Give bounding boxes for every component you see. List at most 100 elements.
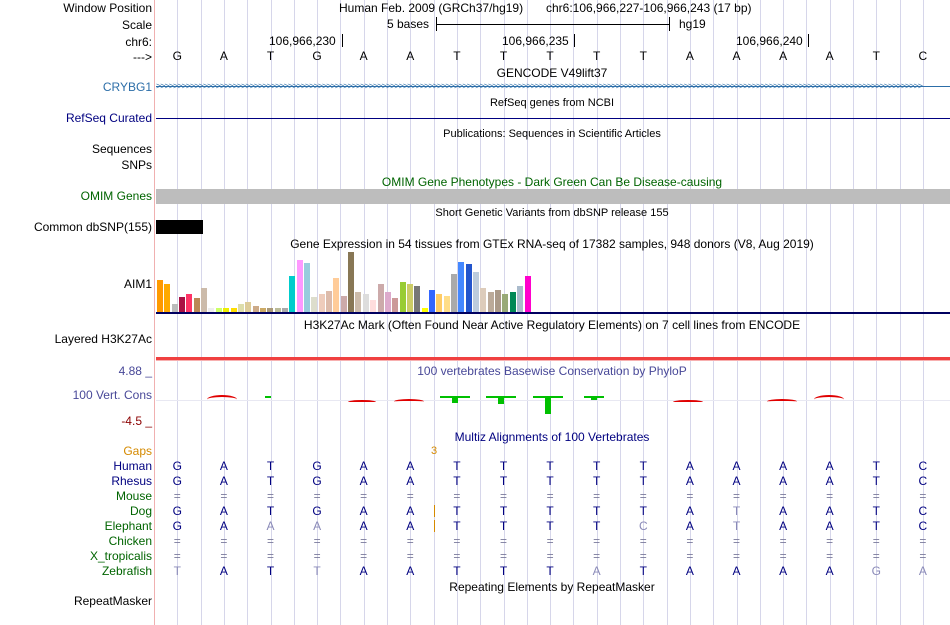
gtex-tissue-bar[interactable] [259,308,266,312]
reference-base: A [406,49,415,63]
dbsnp-track-label[interactable]: Common dbSNP(155) [33,220,152,234]
gene-label-crybg1[interactable]: CRYBG1 [102,80,152,94]
gtex-tissue-bar[interactable] [414,286,421,312]
omim-track-title[interactable]: OMIM Gene Phenotypes - Dark Green Can Be… [381,175,723,189]
species-label[interactable]: Zebrafish [101,564,152,578]
gtex-tissue-bar[interactable] [465,264,472,312]
gtex-tissue-bar[interactable] [384,292,391,312]
species-label[interactable]: Human [113,459,152,473]
repeatmasker-track-title[interactable]: Repeating Elements by RepeatMasker [449,580,655,594]
scale-bar-right-tick [669,17,670,31]
gtex-tissue-bar[interactable] [473,272,480,312]
gtex-tissue-bar[interactable] [237,304,244,312]
gtex-tissue-bar[interactable] [524,276,531,312]
gtex-tissue-bar[interactable] [201,288,208,312]
gtex-tissue-bar[interactable] [179,297,186,312]
alignment-base: A [406,474,415,488]
gtex-tissue-bar[interactable] [487,292,494,312]
species-label[interactable]: X_tropicalis [89,549,152,563]
gtex-tissue-bar[interactable] [326,291,333,312]
gtex-tissue-bar[interactable] [399,282,406,312]
gtex-tissue-bar[interactable] [355,292,362,312]
gtex-tissue-bar[interactable] [451,274,457,312]
alignment-base: G [172,474,182,488]
gtex-tissue-bar[interactable] [517,286,524,312]
alignment-base: C [918,519,928,533]
gtex-tissue-bar[interactable] [157,280,163,312]
gtex-tissue-bar[interactable] [223,308,230,312]
dbsnp-variant-block[interactable] [156,220,203,234]
multiz-track-title[interactable]: Multiz Alignments of 100 Vertebrates [454,430,650,444]
h3k27ac-track-title[interactable]: H3K27Ac Mark (Often Found Near Active Re… [303,318,801,332]
gtex-tissue-bar[interactable] [443,296,450,312]
alignment-base: A [592,564,601,578]
gtex-tissue-bar[interactable] [509,292,516,312]
refseq-track-label[interactable]: RefSeq Curated [65,111,152,125]
gtex-tissue-bar[interactable] [296,260,303,312]
sequences-track-label[interactable]: Sequences [91,142,152,156]
alignment-base: = [173,534,181,548]
gtex-tissue-bar[interactable] [340,296,347,312]
species-label[interactable]: Mouse [115,489,152,503]
gtex-tissue-bar[interactable] [318,294,325,312]
phylop-track-title[interactable]: 100 vertebrates Basewise Conservation by… [417,364,687,378]
gtex-tissue-bar[interactable] [495,290,502,312]
gtex-tissue-bar[interactable] [362,294,369,312]
alignment-base: C [638,519,648,533]
alignment-base: A [406,459,415,473]
gtex-tissue-bar[interactable] [171,304,178,312]
publications-track-title[interactable]: Publications: Sequences in Scientific Ar… [443,128,661,140]
gtex-tissue-bar[interactable] [392,298,399,312]
repeatmasker-track-label[interactable]: RepeatMasker [73,594,152,608]
species-label[interactable]: Rhesus [111,474,152,488]
cons-track-label[interactable]: 100 Vert. Cons [72,388,152,402]
gtex-tissue-bar[interactable] [348,252,355,312]
gtex-tissue-bar[interactable] [458,262,465,312]
gtex-tissue-bar[interactable] [428,290,435,312]
alignment-base: C [918,459,928,473]
h3k27ac-track-label[interactable]: Layered H3K27Ac [54,332,152,346]
gtex-tissue-bar[interactable] [281,308,288,312]
alignment-base: T [499,459,508,473]
aim1-gene-label[interactable]: AIM1 [123,277,152,291]
gtex-tissue-bar[interactable] [289,276,296,312]
gtex-tissue-bar[interactable] [304,263,310,312]
gtex-tissue-bar[interactable] [252,306,259,312]
gtex-tissue-bar[interactable] [370,300,377,312]
gene-line-crybg1[interactable] [156,86,950,87]
snps-track-label[interactable]: SNPs [121,158,152,172]
omim-track-label[interactable]: OMIM Genes [80,189,152,203]
gtex-tissue-bar[interactable] [186,294,193,312]
gtex-tissue-bar[interactable] [230,308,237,312]
refseq-gene-line[interactable] [156,118,950,119]
species-label[interactable]: Dog [129,504,152,518]
alignment-base: A [406,519,415,533]
dbsnp-track-title[interactable]: Short Genetic Variants from dbSNP releas… [435,207,669,219]
alignment-base: T [499,564,508,578]
gtex-tissue-bar[interactable] [245,302,252,312]
gtex-tissue-bar[interactable] [333,278,340,312]
gtex-tissue-bar[interactable] [406,284,413,312]
refseq-track-title[interactable]: RefSeq genes from NCBI [489,97,615,109]
species-label[interactable]: Elephant [104,519,152,533]
gtex-tissue-bar[interactable] [215,308,222,312]
gtex-tissue-bar[interactable] [193,298,200,312]
gtex-tissue-bar[interactable] [502,294,509,312]
gencode-track-title[interactable]: GENCODE V49lift37 [496,66,608,80]
omim-phenotype-bar[interactable] [156,189,950,204]
gtex-tissue-bar[interactable] [421,308,428,312]
species-label[interactable]: Chicken [108,534,152,548]
gtex-tissue-bar[interactable] [267,308,274,312]
gtex-track-title[interactable]: Gene Expression in 54 tissues from GTEx … [290,237,814,251]
gtex-tissue-bar[interactable] [436,294,443,312]
gtex-tissue-bar[interactable] [311,297,318,312]
alignment-base: A [825,519,834,533]
gtex-tissue-bar[interactable] [274,308,281,312]
gtex-tissue-bar[interactable] [164,284,171,312]
alignment-base: A [685,564,694,578]
gtex-tissue-bar[interactable] [480,288,487,312]
gtex-tissue-bar[interactable] [377,284,384,312]
gtex-tissue-bar[interactable] [208,308,215,312]
reference-base: T [499,49,508,63]
